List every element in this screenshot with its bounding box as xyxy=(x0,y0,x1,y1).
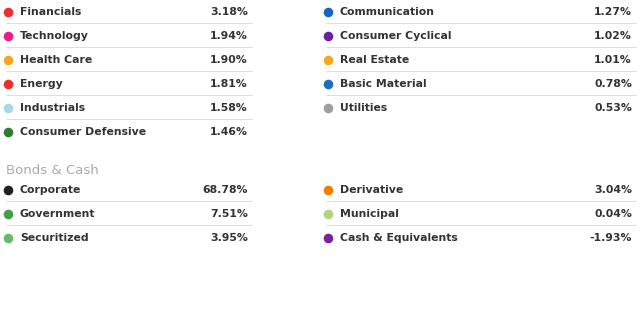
Text: 3.95%: 3.95% xyxy=(210,233,248,243)
Point xyxy=(323,188,333,193)
Text: Real Estate: Real Estate xyxy=(340,55,409,65)
Point xyxy=(3,236,13,241)
Point xyxy=(323,82,333,86)
Point xyxy=(323,58,333,63)
Text: Cash & Equivalents: Cash & Equivalents xyxy=(340,233,458,243)
Text: 1.90%: 1.90% xyxy=(211,55,248,65)
Text: 1.94%: 1.94% xyxy=(210,31,248,41)
Text: 3.18%: 3.18% xyxy=(210,7,248,17)
Text: Bonds & Cash: Bonds & Cash xyxy=(6,163,99,176)
Text: Health Care: Health Care xyxy=(20,55,92,65)
Text: Government: Government xyxy=(20,209,95,219)
Text: Financials: Financials xyxy=(20,7,81,17)
Text: 1.46%: 1.46% xyxy=(210,127,248,137)
Text: Securitized: Securitized xyxy=(20,233,88,243)
Text: 1.81%: 1.81% xyxy=(211,79,248,89)
Point xyxy=(323,236,333,241)
Text: 68.78%: 68.78% xyxy=(202,185,248,195)
Text: Consumer Cyclical: Consumer Cyclical xyxy=(340,31,451,41)
Text: 1.27%: 1.27% xyxy=(594,7,632,17)
Point xyxy=(3,188,13,193)
Point xyxy=(3,130,13,135)
Text: Municipal: Municipal xyxy=(340,209,399,219)
Text: Energy: Energy xyxy=(20,79,63,89)
Text: Utilities: Utilities xyxy=(340,103,387,113)
Text: Basic Material: Basic Material xyxy=(340,79,427,89)
Text: 1.58%: 1.58% xyxy=(211,103,248,113)
Text: 0.04%: 0.04% xyxy=(594,209,632,219)
Text: 0.78%: 0.78% xyxy=(594,79,632,89)
Point xyxy=(3,10,13,15)
Point xyxy=(323,211,333,216)
Point xyxy=(3,211,13,216)
Text: Corporate: Corporate xyxy=(20,185,81,195)
Point xyxy=(3,58,13,63)
Text: 1.02%: 1.02% xyxy=(594,31,632,41)
Text: 7.51%: 7.51% xyxy=(210,209,248,219)
Point xyxy=(323,105,333,110)
Text: Industrials: Industrials xyxy=(20,103,85,113)
Text: 0.53%: 0.53% xyxy=(594,103,632,113)
Point xyxy=(323,10,333,15)
Point xyxy=(3,82,13,86)
Text: Consumer Defensive: Consumer Defensive xyxy=(20,127,146,137)
Text: Communication: Communication xyxy=(340,7,435,17)
Point xyxy=(3,105,13,110)
Text: 3.04%: 3.04% xyxy=(594,185,632,195)
Point xyxy=(323,33,333,38)
Point xyxy=(3,33,13,38)
Text: -1.93%: -1.93% xyxy=(589,233,632,243)
Text: Derivative: Derivative xyxy=(340,185,403,195)
Text: 1.01%: 1.01% xyxy=(595,55,632,65)
Text: Technology: Technology xyxy=(20,31,89,41)
